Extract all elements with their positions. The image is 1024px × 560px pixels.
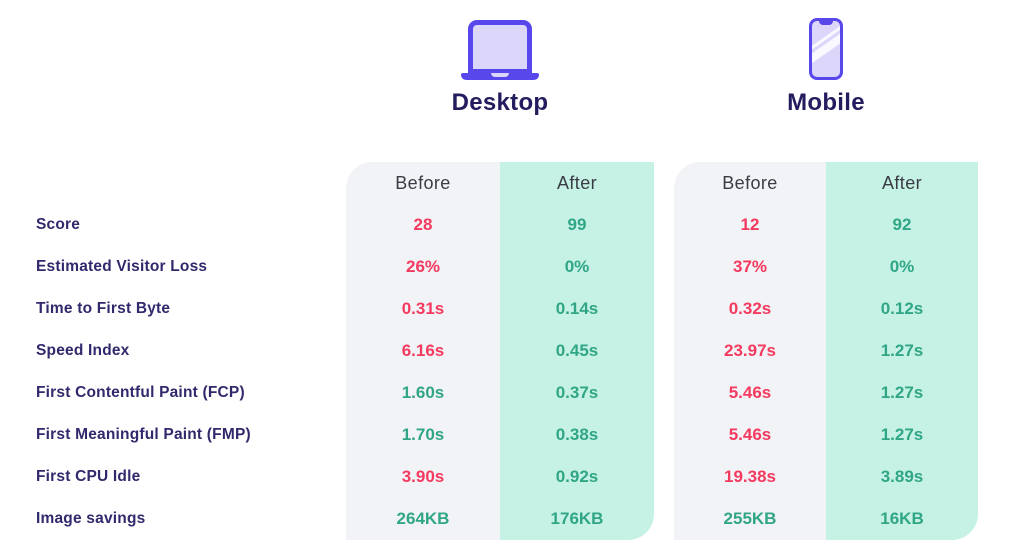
metric-label-visitor-loss: Estimated Visitor Loss xyxy=(36,258,208,275)
metric-label-cpu-idle: First CPU Idle xyxy=(36,468,141,485)
mobile-after-ttfb: 0.12s xyxy=(880,299,924,318)
mobile-before-score: 12 xyxy=(740,215,760,234)
mobile-before-header: Before xyxy=(722,172,778,193)
desktop-after-cpu-idle: 0.92s xyxy=(555,467,599,486)
laptop-icon xyxy=(461,20,539,80)
mobile-after-score: 92 xyxy=(892,215,912,234)
desktop-before-cpu-idle: 3.90s xyxy=(401,467,445,486)
desktop-after-ttfb: 0.14s xyxy=(555,299,599,318)
desktop-header: Desktop xyxy=(346,14,654,117)
mobile-before-column: Before 12 37% 0.32s 23.97s 5.46s 5.46s 1… xyxy=(674,162,826,540)
desktop-before-visitor-loss: 26% xyxy=(405,257,441,276)
mobile-before-fcp: 5.46s xyxy=(728,383,772,402)
desktop-before-speed-index: 6.16s xyxy=(401,341,445,360)
desktop-after-visitor-loss: 0% xyxy=(564,257,590,276)
desktop-before-image-savings: 264KB xyxy=(396,509,450,528)
desktop-before-fcp: 1.60s xyxy=(401,383,445,402)
mobile-header: Mobile xyxy=(674,14,978,117)
mobile-table: Before 12 37% 0.32s 23.97s 5.46s 5.46s 1… xyxy=(674,162,978,540)
mobile-after-header: After xyxy=(881,172,922,193)
desktop-before-ttfb: 0.31s xyxy=(401,299,445,318)
mobile-after-column: After 92 0% 0.12s 1.27s 1.27s 1.27s 3.89… xyxy=(826,162,978,540)
desktop-before-column: Before 28 26% 0.31s 6.16s 1.60s 1.70s 3.… xyxy=(346,162,500,540)
mobile-after-fmp: 1.27s xyxy=(880,425,924,444)
desktop-after-image-savings: 176KB xyxy=(550,509,604,528)
desktop-before-header: Before xyxy=(395,172,451,193)
mobile-after-fcp: 1.27s xyxy=(880,383,924,402)
metric-label-fcp: First Contentful Paint (FCP) xyxy=(36,384,245,401)
mobile-before-image-savings: 255KB xyxy=(723,509,777,528)
desktop-before-score: 28 xyxy=(413,215,433,234)
mobile-after-cpu-idle: 3.89s xyxy=(880,467,924,486)
metric-label-ttfb: Time to First Byte xyxy=(36,300,171,317)
mobile-before-ttfb: 0.32s xyxy=(728,299,772,318)
phone-notch xyxy=(819,21,833,25)
metric-labels: Score Estimated Visitor Loss Time to Fir… xyxy=(36,204,336,540)
desktop-after-column: After 99 0% 0.14s 0.45s 0.37s 0.38s 0.92… xyxy=(500,162,654,540)
desktop-table: Before 28 26% 0.31s 6.16s 1.60s 1.70s 3.… xyxy=(346,162,654,540)
mobile-after-speed-index: 1.27s xyxy=(880,341,924,360)
metric-label-score: Score xyxy=(36,216,81,233)
desktop-after-header: After xyxy=(556,172,597,193)
desktop-after-speed-index: 0.45s xyxy=(555,341,599,360)
metric-label-image-savings: Image savings xyxy=(36,510,146,527)
mobile-before-visitor-loss: 37% xyxy=(732,257,768,276)
desktop-after-score: 99 xyxy=(567,215,587,234)
mobile-before-cpu-idle: 19.38s xyxy=(724,467,776,486)
mobile-before-fmp: 5.46s xyxy=(728,425,772,444)
mobile-icon-wrap xyxy=(809,14,843,80)
metric-label-speed-index: Speed Index xyxy=(36,342,130,359)
mobile-after-image-savings: 16KB xyxy=(880,509,924,528)
mobile-after-visitor-loss: 0% xyxy=(889,257,915,276)
laptop-notch xyxy=(491,73,509,77)
metric-label-fmp: First Meaningful Paint (FMP) xyxy=(36,426,251,443)
desktop-icon-wrap xyxy=(461,14,539,80)
smartphone-icon xyxy=(809,18,843,80)
desktop-after-fcp: 0.37s xyxy=(555,383,599,402)
desktop-after-fmp: 0.38s xyxy=(555,425,599,444)
laptop-screen xyxy=(468,20,532,74)
mobile-before-speed-index: 23.97s xyxy=(724,341,776,360)
desktop-title: Desktop xyxy=(451,89,549,116)
desktop-before-fmp: 1.70s xyxy=(401,425,445,444)
mobile-title: Mobile xyxy=(787,89,865,116)
